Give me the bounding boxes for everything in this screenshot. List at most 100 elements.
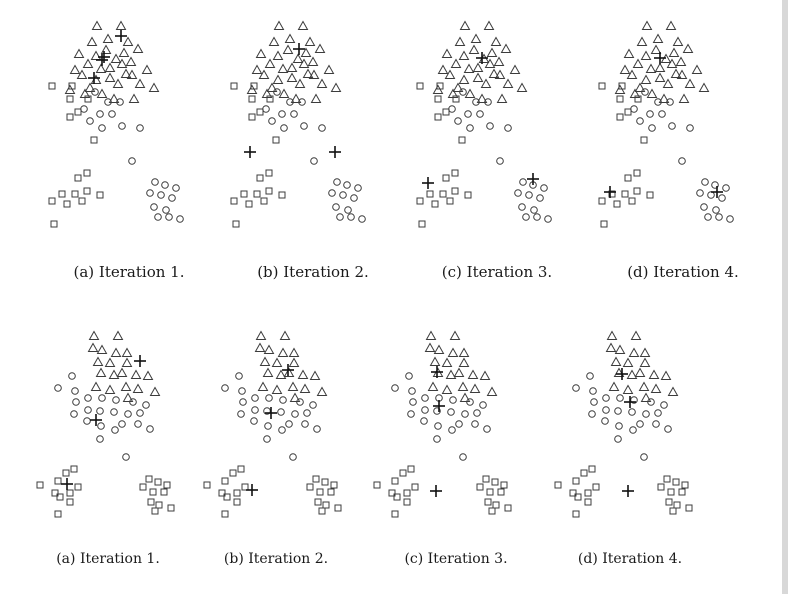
square-marker (71, 190, 79, 198)
circle-marker (602, 406, 610, 414)
panel-row1-d (598, 18, 750, 238)
triangle-marker (472, 72, 484, 82)
square-marker (646, 191, 654, 199)
centroid-plus-marker (90, 414, 102, 426)
square-marker (321, 478, 329, 486)
square-marker (266, 95, 274, 103)
circle-marker (251, 394, 259, 402)
square-marker (616, 95, 624, 103)
triangle-marker (86, 36, 98, 46)
square-marker (600, 220, 608, 228)
square-marker (407, 465, 415, 473)
square-marker (78, 197, 86, 205)
square-marker (147, 498, 155, 506)
circle-marker (84, 394, 92, 402)
square-marker (256, 174, 264, 182)
square-marker (391, 510, 399, 518)
square-marker (248, 95, 256, 103)
circle-marker (328, 189, 336, 197)
square-marker (318, 507, 326, 515)
triangle-marker (691, 64, 703, 74)
triangle-marker (684, 78, 696, 88)
triangle-marker (662, 78, 674, 88)
triangle-marker (255, 330, 267, 340)
circle-marker (448, 105, 456, 113)
square-marker (554, 481, 562, 489)
centroid-plus-marker (244, 146, 256, 158)
circle-marker (91, 88, 99, 96)
centroid-plus-marker (329, 146, 341, 158)
scatter-plot (416, 20, 552, 228)
square-marker (574, 493, 582, 501)
square-marker (624, 108, 632, 116)
circle-marker (726, 215, 734, 223)
triangle-marker (298, 58, 310, 68)
square-marker (416, 197, 424, 205)
circle-marker (640, 453, 648, 461)
circle-marker (336, 213, 344, 221)
square-marker (56, 493, 64, 501)
centroid-plus-marker (711, 186, 723, 198)
triangle-marker (314, 43, 326, 53)
triangle-marker (254, 342, 266, 352)
square-marker (491, 478, 499, 486)
triangle-marker (606, 330, 618, 340)
circle-marker (722, 184, 730, 192)
triangle-marker (255, 48, 267, 58)
triangle-marker (104, 357, 116, 367)
circle-marker (636, 117, 644, 125)
triangle-marker (142, 370, 154, 380)
triangle-marker (310, 93, 322, 103)
square-marker (685, 504, 693, 512)
square-marker (66, 113, 74, 121)
circle-marker (448, 426, 456, 434)
square-marker (618, 82, 626, 90)
triangle-marker (308, 69, 320, 79)
square-marker (327, 488, 335, 496)
triangle-marker (108, 93, 120, 103)
triangle-marker (457, 381, 469, 391)
square-marker (592, 483, 600, 491)
circle-marker (84, 406, 92, 414)
circle-marker (344, 206, 352, 214)
triangle-marker (463, 63, 475, 73)
circle-marker (664, 425, 672, 433)
triangle-marker (128, 93, 140, 103)
square-marker (588, 465, 596, 473)
circle-marker (544, 215, 552, 223)
circle-marker (128, 157, 136, 165)
circle-marker (447, 408, 455, 416)
square-marker (237, 465, 245, 473)
square-marker (306, 483, 314, 491)
square-marker (48, 197, 56, 205)
triangle-marker (429, 356, 441, 366)
square-marker (418, 220, 426, 228)
triangle-marker (307, 56, 319, 66)
centroid-plus-marker (282, 364, 294, 376)
triangle-marker (134, 78, 146, 88)
circle-marker (309, 401, 317, 409)
circle-marker (660, 401, 668, 409)
circle-marker (96, 110, 104, 118)
circle-marker (262, 105, 270, 113)
triangle-marker (672, 36, 684, 46)
triangle-marker (271, 384, 283, 394)
triangle-marker (488, 68, 500, 78)
circle-marker (715, 213, 723, 221)
triangle-marker (95, 367, 107, 377)
circle-marker (614, 407, 622, 415)
centroid-plus-marker (622, 485, 634, 497)
square-marker (451, 169, 459, 177)
square-marker (669, 507, 677, 515)
square-marker (598, 82, 606, 90)
circle-marker (142, 401, 150, 409)
triangle-marker (302, 68, 314, 78)
triangle-marker (675, 56, 687, 66)
square-marker (458, 136, 466, 144)
circle-marker (704, 213, 712, 221)
triangle-marker (116, 367, 128, 377)
square-marker (240, 190, 248, 198)
circle-marker (273, 88, 281, 96)
square-marker (160, 488, 168, 496)
triangle-marker (441, 48, 453, 58)
